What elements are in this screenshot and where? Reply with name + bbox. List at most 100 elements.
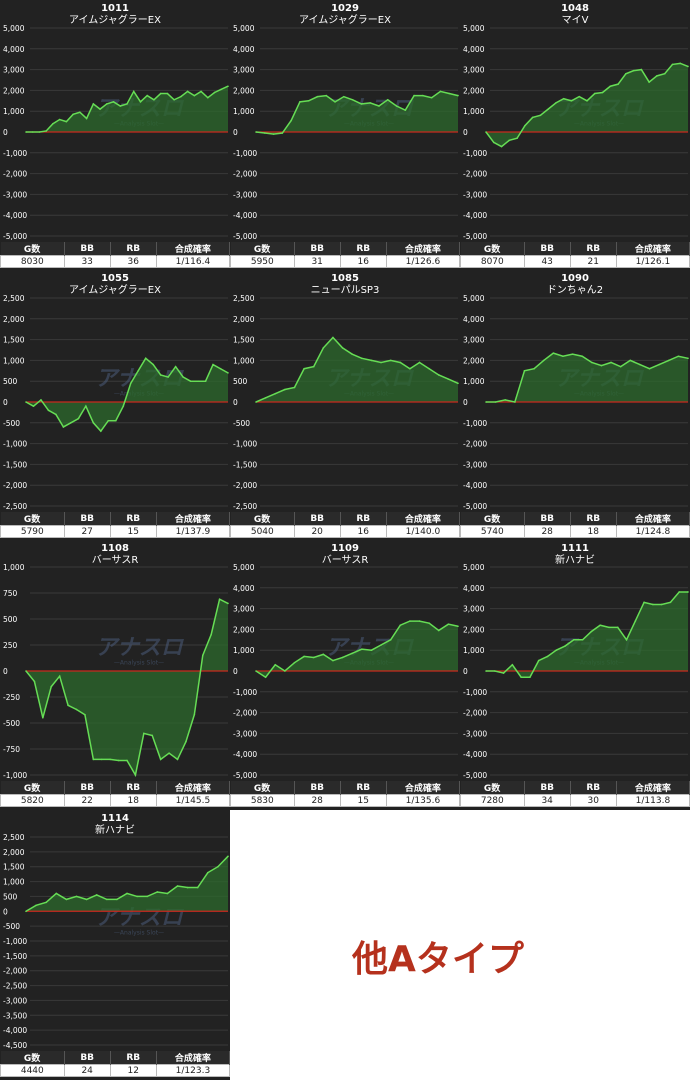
machine-name: アイムジャグラーEX bbox=[299, 13, 391, 26]
y-tick-label: 3,000 bbox=[233, 605, 255, 614]
data-point bbox=[418, 620, 421, 622]
data-point bbox=[84, 713, 86, 716]
data-point bbox=[159, 92, 162, 95]
stats-table: G数 BB RB 合成確率 5740 28 18 1/124.8 bbox=[460, 512, 690, 538]
y-tick-label: 3,000 bbox=[463, 605, 485, 614]
series-area bbox=[26, 86, 228, 132]
data-point bbox=[687, 357, 689, 360]
data-point bbox=[430, 96, 433, 99]
y-tick-label: -3,000 bbox=[463, 190, 487, 199]
y-tick-label: -500 bbox=[3, 922, 20, 931]
y-tick-label: 2,500 bbox=[3, 833, 25, 842]
data-point bbox=[176, 885, 179, 887]
data-point bbox=[312, 656, 315, 659]
y-tick-label: -2,000 bbox=[3, 967, 27, 976]
stats-header: G数 bbox=[460, 242, 525, 256]
data-point bbox=[264, 397, 267, 399]
rb-count: 30 bbox=[569, 794, 617, 807]
data-point bbox=[38, 131, 41, 133]
y-tick-label: -3,000 bbox=[3, 996, 27, 1005]
data-point bbox=[555, 649, 558, 651]
data-point bbox=[547, 108, 549, 110]
y-tick-label: 1,500 bbox=[3, 863, 25, 872]
data-point bbox=[185, 740, 187, 743]
data-point bbox=[219, 367, 222, 370]
data-point bbox=[227, 372, 229, 374]
data-point bbox=[537, 659, 540, 662]
y-tick-label: -1,000 bbox=[3, 937, 27, 946]
data-point bbox=[516, 137, 518, 140]
y-tick-label: -4,000 bbox=[463, 750, 487, 759]
data-point bbox=[533, 367, 535, 370]
games-count: 5820 bbox=[0, 794, 65, 807]
stats-header: 合成確率 bbox=[386, 781, 461, 795]
data-point bbox=[508, 139, 511, 142]
machine-number: 1055 bbox=[101, 273, 129, 284]
data-point bbox=[370, 649, 373, 651]
data-point bbox=[193, 94, 196, 97]
data-point bbox=[593, 92, 596, 95]
data-point bbox=[609, 85, 612, 88]
y-tick-label: -5,000 bbox=[463, 502, 487, 511]
data-point bbox=[152, 363, 154, 366]
stats-header: G数 bbox=[230, 512, 295, 526]
combined-probability: 1/124.8 bbox=[615, 525, 690, 538]
y-tick-label: 2,000 bbox=[463, 625, 485, 634]
data-point bbox=[677, 355, 680, 358]
data-point bbox=[25, 131, 27, 133]
data-point bbox=[529, 676, 531, 679]
y-tick-label: 4,000 bbox=[463, 315, 485, 324]
y-tick-label: -5,000 bbox=[233, 771, 257, 780]
stats-header: 合成確率 bbox=[386, 242, 461, 256]
data-point bbox=[428, 622, 430, 624]
y-tick-label: 5,000 bbox=[233, 563, 255, 572]
y-tick-label: -2,000 bbox=[233, 481, 257, 490]
machine-chart-panel: 1108 バーサスR 1,000 750 500 250 0 -250 -500 -750 -1,0… bbox=[0, 540, 231, 810]
data-point bbox=[70, 422, 72, 424]
data-point bbox=[634, 620, 637, 622]
stats-header: G数 bbox=[0, 242, 65, 256]
stats-header: RB bbox=[570, 242, 617, 256]
stats-header: RB bbox=[340, 512, 387, 526]
y-tick-label: -2,500 bbox=[3, 982, 27, 991]
y-tick-label: 4,000 bbox=[233, 584, 255, 593]
y-tick-label: 0 bbox=[3, 128, 8, 137]
data-point bbox=[92, 758, 95, 761]
series-area bbox=[26, 856, 228, 912]
data-point bbox=[625, 639, 628, 641]
data-point bbox=[293, 661, 296, 664]
data-point bbox=[293, 386, 296, 389]
y-tick-label: 1,000 bbox=[233, 107, 255, 116]
data-point bbox=[652, 603, 654, 606]
bb-count: 28 bbox=[523, 525, 571, 538]
data-point bbox=[220, 88, 223, 91]
stats-header: G数 bbox=[0, 781, 65, 795]
data-point bbox=[492, 141, 495, 144]
data-point bbox=[47, 409, 50, 412]
y-tick-label: -3,000 bbox=[463, 729, 487, 738]
rb-count: 18 bbox=[109, 794, 157, 807]
stats-header: 合成確率 bbox=[156, 1051, 231, 1065]
data-point bbox=[196, 886, 199, 889]
y-tick-label: 1,000 bbox=[233, 646, 255, 655]
data-point bbox=[212, 363, 214, 366]
y-tick-label: 2,500 bbox=[233, 294, 255, 303]
y-tick-label: -1,000 bbox=[233, 688, 257, 697]
data-point bbox=[207, 871, 209, 874]
data-point bbox=[197, 380, 199, 382]
machine-chart-panel: 1111 新ハナビ 5,000 4,000 3,000 2,000 1,000 0 -1,000… bbox=[460, 540, 690, 810]
machine-number: 1090 bbox=[561, 273, 589, 284]
data-point bbox=[663, 72, 666, 75]
data-point bbox=[79, 111, 81, 114]
data-point bbox=[599, 624, 601, 627]
data-point bbox=[52, 122, 54, 125]
y-tick-label: -4,000 bbox=[3, 1026, 27, 1035]
y-tick-label: -500 bbox=[3, 419, 20, 428]
stats-header: BB bbox=[294, 781, 341, 795]
data-point bbox=[25, 670, 27, 672]
stats-header: 合成確率 bbox=[386, 512, 461, 526]
data-point bbox=[399, 624, 402, 627]
rb-count: 15 bbox=[109, 525, 157, 538]
